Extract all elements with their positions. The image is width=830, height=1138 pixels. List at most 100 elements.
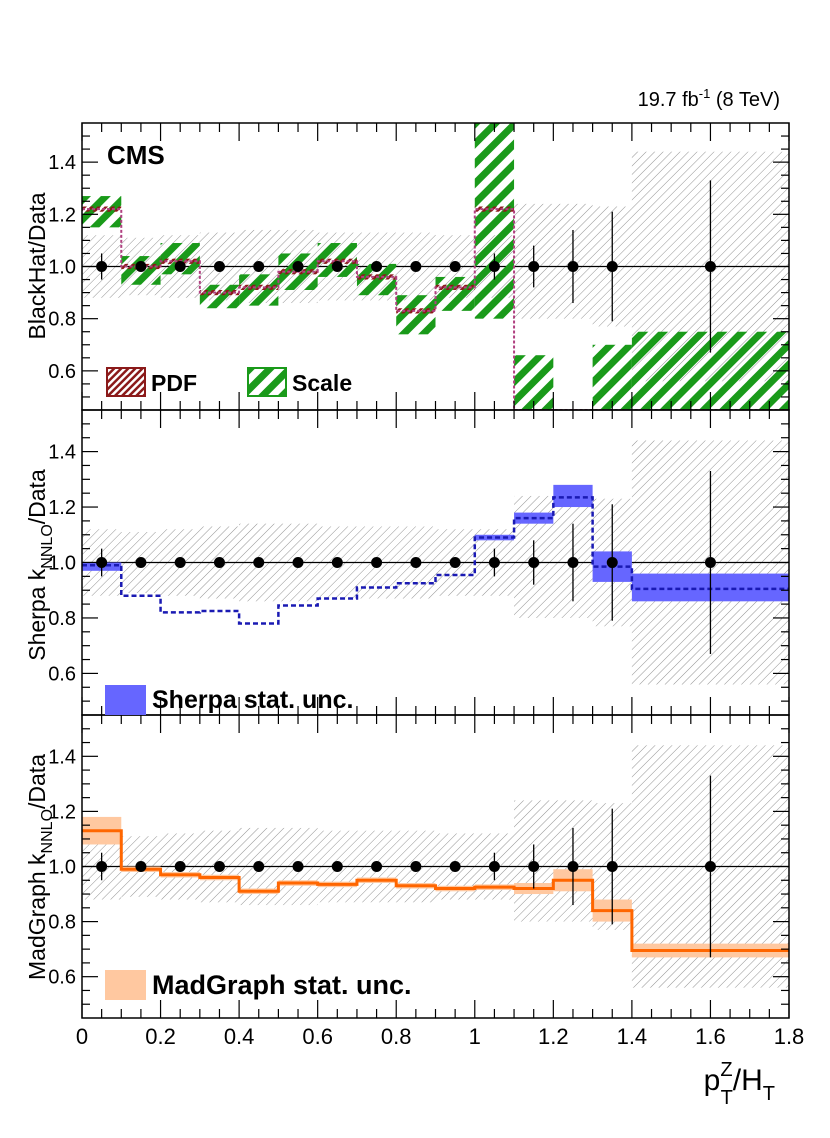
legend-madgraph-swatch <box>105 970 146 1000</box>
x-tick-label: 1 <box>469 1024 481 1049</box>
data-point-0 <box>96 557 108 568</box>
legend-sherpa: Sherpa stat. unc. <box>105 685 353 715</box>
pdf-band-bin-10 <box>474 206 515 212</box>
pdf-band-bin-0 <box>82 206 122 212</box>
scale-band-bin-8 <box>396 295 436 335</box>
data-point-4 <box>253 861 265 872</box>
data-point-14 <box>704 557 716 568</box>
data-point-13 <box>606 557 618 568</box>
y-tick-label: 1.2 <box>48 204 76 226</box>
scale-band-bin-13 <box>592 344 632 410</box>
panel-1-plot-area <box>82 440 789 685</box>
y-tick-label: 0.8 <box>48 912 76 934</box>
data-point-8 <box>410 261 422 272</box>
data-point-13 <box>606 261 618 272</box>
cms-label: CMS <box>107 140 165 170</box>
panel-0-plot-area <box>82 123 789 410</box>
y-tick-label: 1.2 <box>48 801 76 823</box>
data-point-1 <box>135 261 147 272</box>
data-point-8 <box>410 861 422 872</box>
x-tick-label: 1.4 <box>617 1024 648 1049</box>
y-tick-label: 0.6 <box>48 967 76 989</box>
data-point-8 <box>410 557 422 568</box>
data-point-2 <box>174 557 186 568</box>
data-point-10 <box>488 557 500 568</box>
x-axis-tick-labels: 0 0.2 0.4 0.6 0.8 1 1.2 1.4 1.6 1.8 <box>76 1024 804 1049</box>
y-tick-label: 1.4 <box>48 442 76 464</box>
ylabel-blackhat: BlackHat/Data <box>24 192 50 339</box>
x-tick-label: 0 <box>76 1024 88 1049</box>
x-axis-ticks <box>81 715 790 1018</box>
x-tick-label: 0.6 <box>302 1024 333 1049</box>
data-point-0 <box>96 861 108 872</box>
data-point-5 <box>292 557 304 568</box>
y-tick-label: 1.2 <box>48 497 76 519</box>
x-axis-ticks <box>81 410 790 715</box>
data-point-11 <box>528 557 540 568</box>
y-tick-label: 1.0 <box>48 553 76 575</box>
data-point-3 <box>213 861 225 872</box>
data-point-3 <box>213 557 225 568</box>
stat-band-bin-10 <box>474 534 515 541</box>
data-point-2 <box>174 261 186 272</box>
data-point-9 <box>449 261 461 272</box>
y-axis-ticks: 0.6 0.8 1.0 1.2 1.4 <box>48 135 789 398</box>
x-tick-label: 1.6 <box>695 1024 726 1049</box>
data-point-11 <box>528 861 540 872</box>
y-tick-label: 1.0 <box>48 257 76 279</box>
x-axis-ticks <box>81 123 790 410</box>
data-point-13 <box>606 861 618 872</box>
scale-band-bin-10 <box>474 123 515 319</box>
data-point-3 <box>213 261 225 272</box>
data-point-7 <box>371 557 383 568</box>
x-axis-title: pZ T/HT <box>704 1059 775 1109</box>
prediction-step-line <box>82 208 789 410</box>
scale-band-bin-11 <box>514 355 554 410</box>
data-point-7 <box>371 861 383 872</box>
legend-blackhat: PDF Scale <box>106 367 352 397</box>
x-tick-label: 1.2 <box>538 1024 569 1049</box>
legend-sherpa-label: Sherpa stat. unc. <box>152 686 353 714</box>
legend-sherpa-swatch <box>105 685 146 715</box>
prediction-step-line <box>82 829 789 953</box>
x-tick-label: 0.4 <box>224 1024 255 1049</box>
panel-blackhat: 0.6 0.8 1.0 1.2 1.4 <box>48 122 790 411</box>
data-point-7 <box>371 261 383 272</box>
lumi-label: 19.7 fb-1 (8 TeV) <box>638 86 780 111</box>
data-point-6 <box>331 261 343 272</box>
y-tick-label: 1.0 <box>48 857 76 879</box>
y-tick-label: 0.6 <box>48 663 76 685</box>
legend-scale-label: Scale <box>292 370 352 396</box>
y-tick-label: 0.6 <box>48 361 76 383</box>
x-tick-label: 1.8 <box>774 1024 805 1049</box>
data-point-10 <box>488 861 500 872</box>
data-point-6 <box>331 861 343 872</box>
x-tick-label: 0.8 <box>381 1024 412 1049</box>
scale-band-bin-3 <box>199 284 240 309</box>
legend-madgraph: MadGraph stat. unc. <box>105 970 412 1000</box>
data-point-2 <box>174 861 186 872</box>
legend-pdf-swatch <box>106 367 146 397</box>
data-point-9 <box>449 557 461 568</box>
data-point-12 <box>567 261 579 272</box>
ylabel-madgraph: MadGraph kNNLO/Data <box>24 754 56 980</box>
data-point-12 <box>567 861 579 872</box>
y-axis-ticks: 0.6 0.8 1.0 1.2 1.4 <box>48 423 789 702</box>
ylabel-sherpa: Sherpa kNNLO/Data <box>24 469 56 661</box>
legend-madgraph-label: MadGraph stat. unc. <box>152 970 412 1000</box>
data-point-4 <box>253 261 265 272</box>
panel-2-plot-area <box>82 745 789 988</box>
legend-pdf-label: PDF <box>151 370 197 396</box>
data-point-5 <box>292 861 304 872</box>
y-tick-label: 1.4 <box>48 746 76 768</box>
data-point-14 <box>704 861 716 872</box>
y-tick-label: 0.8 <box>48 309 76 331</box>
y-axis-ticks: 0.6 0.8 1.0 1.2 1.4 <box>48 728 789 1005</box>
data-point-12 <box>567 557 579 568</box>
legend-scale-swatch <box>247 367 287 397</box>
panel-madgraph: 0.6 0.8 1.0 1.2 1.4 <box>48 714 790 1019</box>
pdf-band-bin-8 <box>396 308 436 314</box>
scale-band-bin-9 <box>435 276 475 311</box>
x-tick-label: 0.2 <box>145 1024 176 1049</box>
